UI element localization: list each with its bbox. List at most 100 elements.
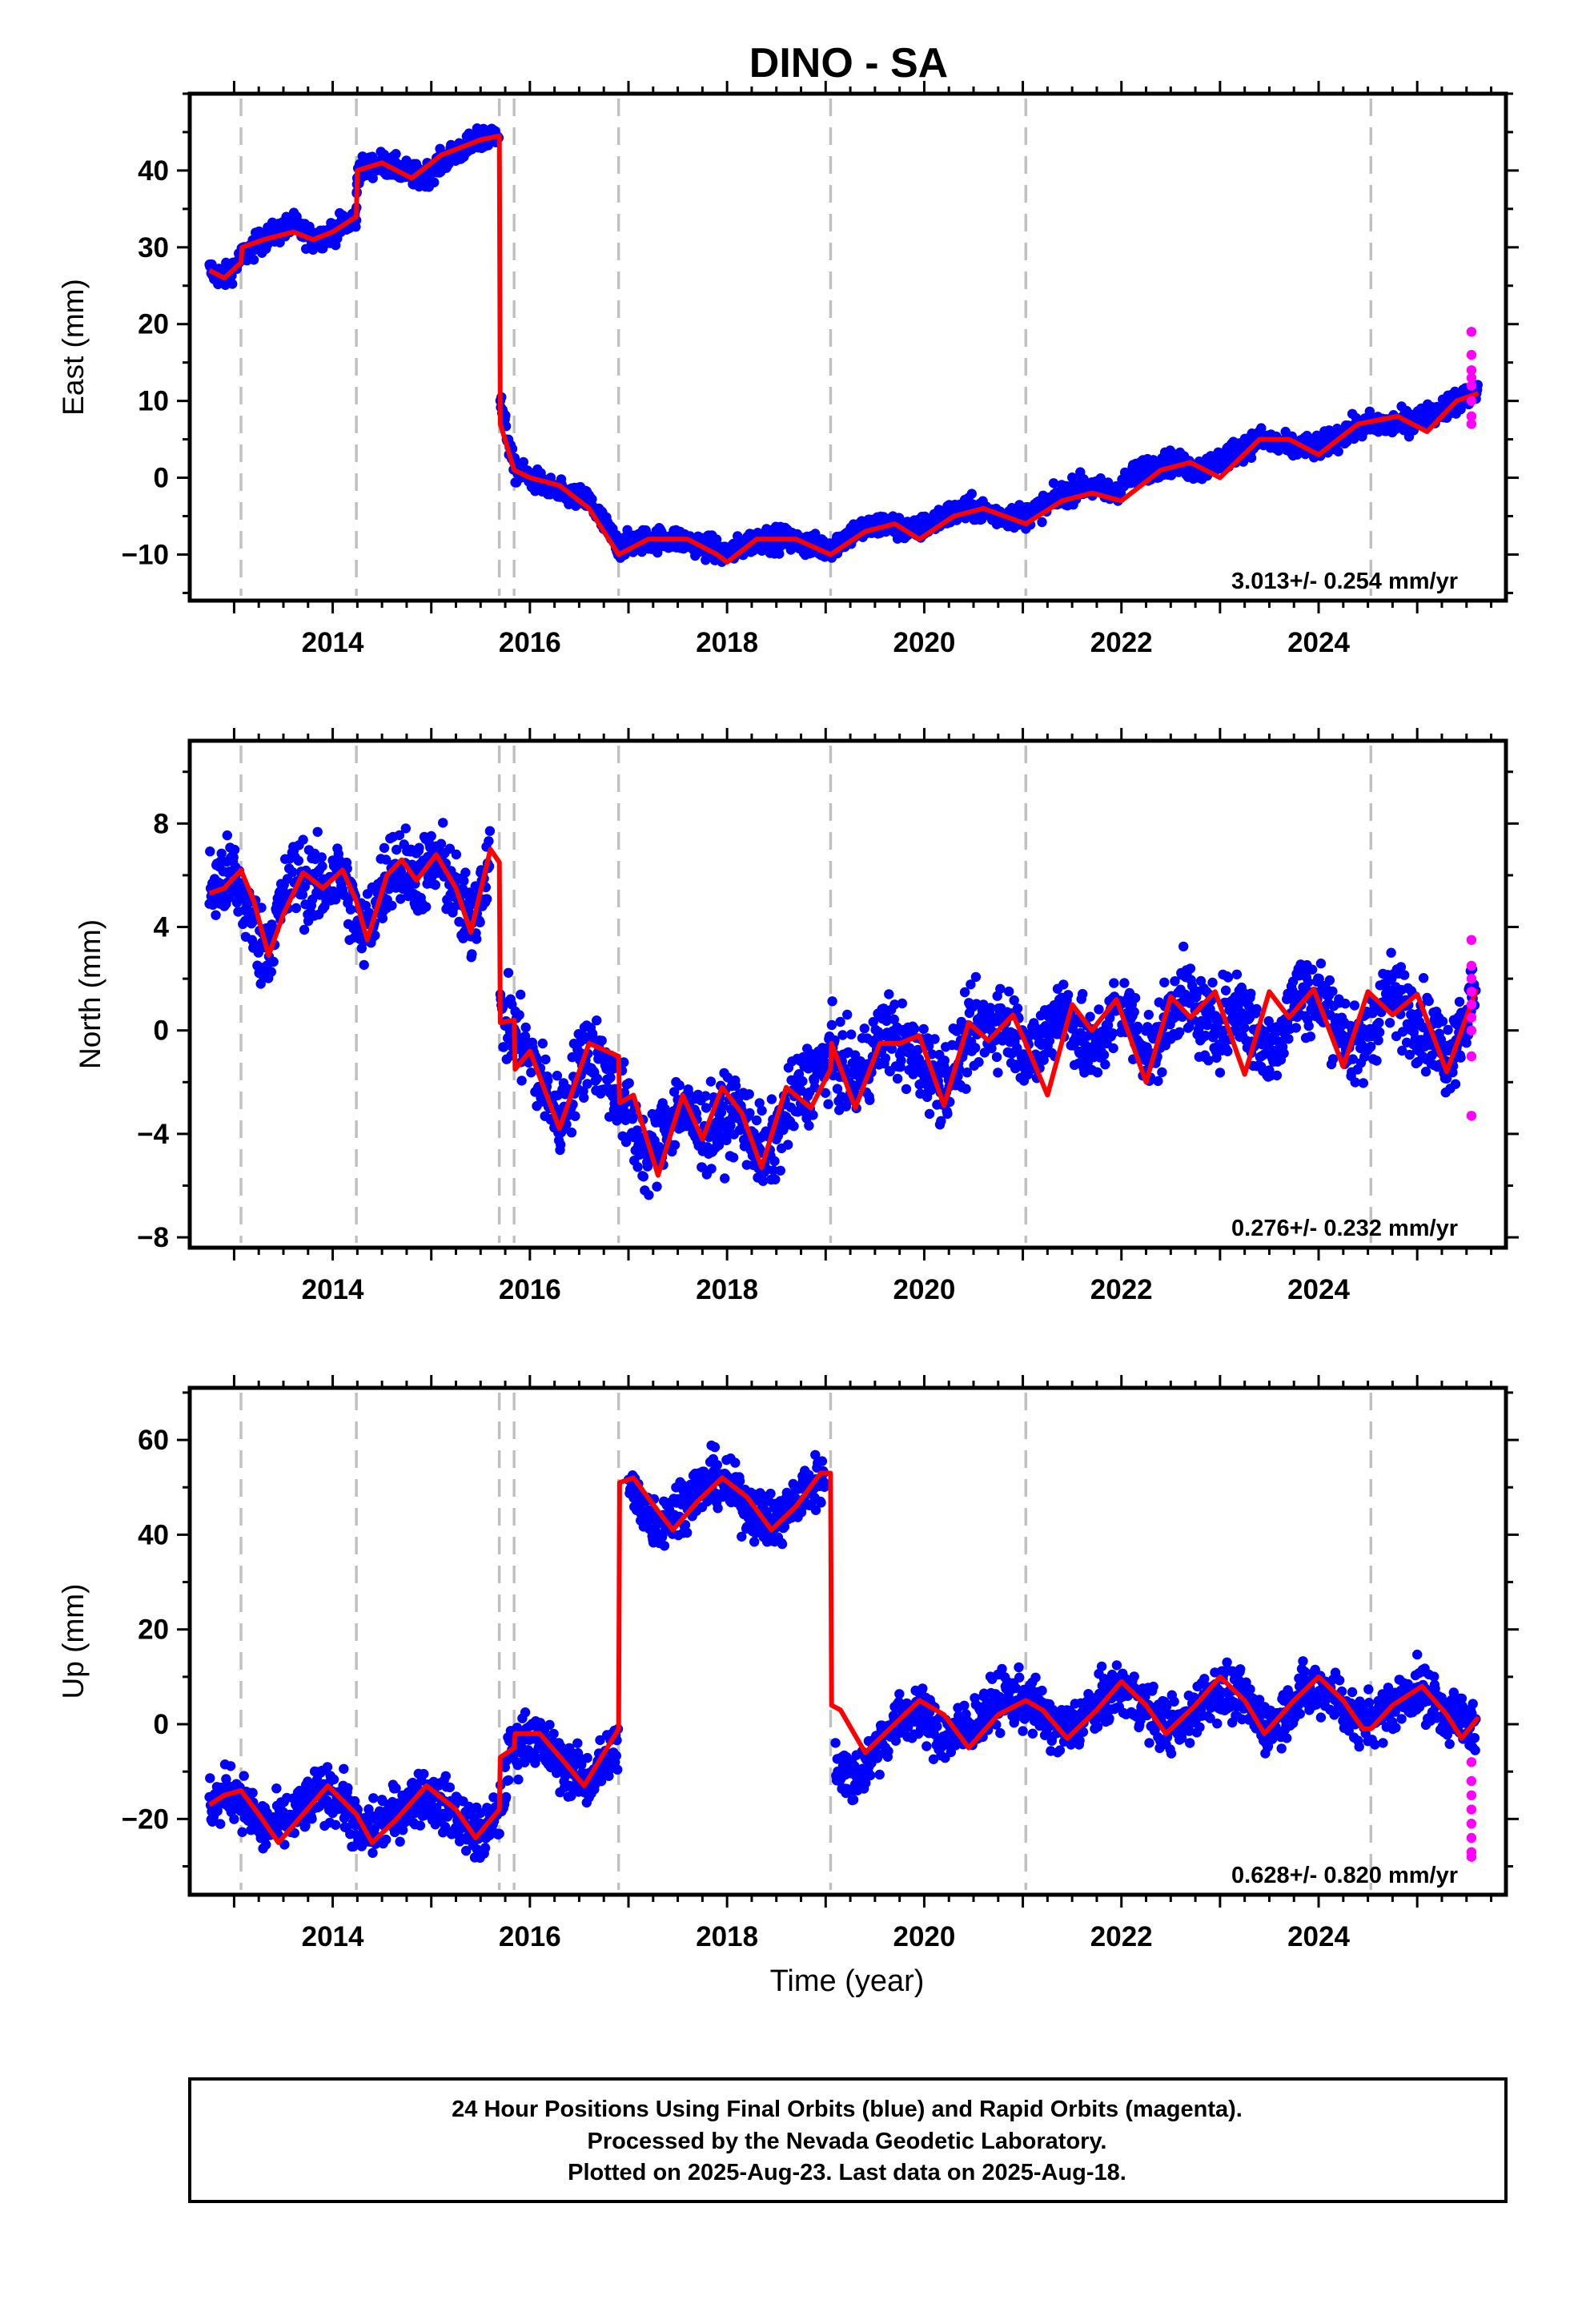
up-final-point — [229, 1814, 239, 1824]
north-final-point — [1327, 986, 1338, 997]
north-final-point — [717, 1101, 729, 1112]
north-final-point — [499, 1042, 509, 1052]
north-final-point — [438, 818, 448, 828]
east-final-point — [518, 456, 528, 468]
north-final-point — [475, 917, 485, 928]
up-final-point — [367, 1848, 378, 1858]
east-y-tick-label: 20 — [138, 309, 169, 340]
north-final-point — [1092, 1068, 1103, 1078]
north-final-point — [543, 1075, 553, 1086]
north-final-point — [713, 1140, 725, 1151]
north-final-point — [859, 1023, 870, 1034]
north-final-point — [291, 903, 302, 914]
north-final-point — [669, 1140, 681, 1151]
north-final-point — [884, 989, 894, 999]
north-final-point — [652, 1181, 662, 1192]
north-y-tick-label: −4 — [137, 1119, 169, 1150]
north-final-point — [1397, 1027, 1408, 1037]
north-final-point — [556, 1140, 566, 1150]
north-final-point — [1143, 1009, 1154, 1020]
north-final-point — [832, 1084, 843, 1094]
north-final-point — [482, 894, 492, 904]
up-final-point — [363, 1804, 374, 1815]
north-final-point — [939, 1055, 950, 1066]
up-final-point — [225, 1761, 236, 1771]
east-final-point — [500, 410, 511, 420]
north-final-point — [769, 1156, 780, 1167]
north-final-point — [1404, 1049, 1415, 1060]
north-final-point — [1441, 1073, 1452, 1084]
north-final-point — [1231, 969, 1243, 980]
north-final-point — [503, 967, 514, 979]
north-final-point — [1185, 963, 1196, 974]
north-final-point — [1279, 1048, 1289, 1059]
north-y-tick-label: 4 — [154, 912, 170, 943]
east-rapid-point — [1466, 372, 1477, 384]
north-final-point — [820, 1088, 831, 1099]
north-final-point — [837, 1030, 848, 1040]
north-final-point — [266, 967, 276, 977]
east-x-tick-label: 2020 — [893, 627, 956, 658]
north-final-point — [460, 867, 471, 878]
north-final-point — [809, 1082, 820, 1093]
north-final-point — [1100, 1059, 1110, 1070]
north-final-point — [1211, 1052, 1222, 1063]
north-final-point — [638, 1172, 648, 1182]
north-final-point — [1098, 1050, 1110, 1060]
up-final-point — [322, 1762, 333, 1772]
north-final-point — [942, 1108, 953, 1120]
north-final-point — [706, 1164, 717, 1174]
north-x-tick-label: 2014 — [302, 1274, 364, 1305]
north-model-curve — [208, 846, 1479, 1178]
north-y-tick-label: 0 — [154, 1015, 169, 1047]
north-final-point — [1153, 1076, 1163, 1087]
north-final-point — [783, 1140, 793, 1150]
north-final-point — [516, 989, 526, 1000]
north-final-point — [1220, 985, 1231, 996]
chart-title: DINO - SA — [749, 40, 948, 86]
north-final-point — [1307, 964, 1318, 975]
east-final-point — [1256, 423, 1267, 433]
north-final-point — [961, 1084, 971, 1094]
north-y-tick-label: 8 — [154, 808, 169, 839]
north-final-point — [414, 842, 424, 853]
north-rapid-point — [1466, 987, 1477, 997]
north-final-point — [865, 1095, 875, 1105]
north-final-point — [1374, 1027, 1385, 1038]
north-final-point — [913, 1054, 925, 1064]
north-frame — [187, 738, 1508, 1250]
east-rapid-point — [1466, 365, 1477, 376]
north-final-point — [881, 1015, 892, 1027]
up-final-point — [215, 1819, 226, 1829]
north-final-point — [1456, 1052, 1466, 1063]
east-x-tick-label: 2024 — [1287, 627, 1350, 658]
north-final-point — [701, 1103, 712, 1113]
north-final-point — [619, 1088, 630, 1098]
north-final-point — [959, 987, 970, 998]
east-data — [204, 123, 1484, 567]
up-final-point — [237, 1827, 247, 1837]
north-final-point — [1366, 1041, 1376, 1052]
north-final-point — [886, 1043, 897, 1054]
north-final-point — [436, 838, 447, 849]
north-final-point — [526, 1068, 536, 1078]
up-final-point — [307, 1814, 317, 1824]
north-final-point — [644, 1190, 654, 1200]
north-final-point — [924, 1040, 934, 1051]
north-final-point — [1371, 1055, 1382, 1066]
north-final-point — [897, 998, 908, 1009]
north-final-point — [808, 1110, 818, 1120]
up-data — [204, 1440, 1481, 1864]
north-final-point — [467, 949, 477, 959]
north-final-point — [316, 852, 327, 862]
north-final-point — [901, 1084, 912, 1095]
north-final-point — [484, 826, 496, 836]
north-final-point — [345, 904, 356, 915]
north-final-point — [228, 852, 239, 862]
north-final-point — [1287, 976, 1299, 987]
north-final-point — [1174, 1027, 1185, 1038]
up-final-point — [261, 1839, 271, 1850]
east-rate-label: 3.013+/- 0.254 mm/yr — [1231, 569, 1458, 594]
